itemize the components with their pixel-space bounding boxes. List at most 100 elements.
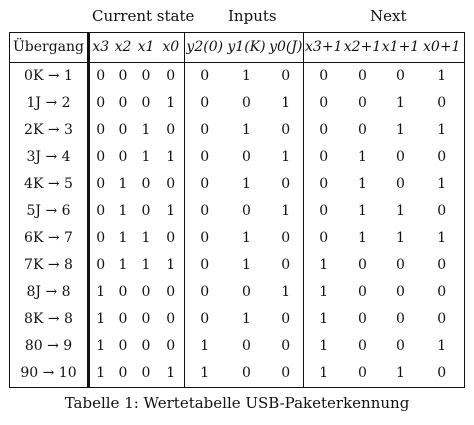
column-header: x3: [88, 32, 112, 63]
bit-cell: 0: [319, 122, 329, 138]
bit-cell: 0: [200, 122, 210, 138]
bit-cell: 1: [268, 90, 304, 117]
transition-cell: 4K → 5: [9, 171, 90, 198]
bit-cell: 1: [437, 176, 447, 192]
bit-cell: 1: [242, 176, 251, 192]
state-transition-table: Übergang x3 x2 x1 x0 y2(0) y1(K) y0(J) x3+1 x2+1 x…: [9, 32, 465, 388]
bit-cell: 1: [200, 365, 210, 381]
bit-cell: 0: [118, 284, 128, 300]
bit-cell: 1: [396, 122, 405, 138]
bit-cell: 1: [96, 365, 106, 381]
bit-cell: 0: [157, 62, 185, 90]
bit-cell: 0: [437, 203, 447, 219]
bit-cell: 0: [141, 284, 151, 300]
bit-cell: 0: [96, 176, 106, 192]
bit-cell: 1: [157, 144, 185, 171]
bit-cell: 1: [242, 311, 251, 327]
column-header: y2(0): [184, 32, 225, 63]
bit-cell: 1: [268, 144, 304, 171]
bit-cell: 1: [396, 203, 405, 219]
current-state-header: Current state: [92, 7, 195, 25]
table-body: 0K → 1 0 0 0 0 0 1 0 0 0 0 1 1J → 2 0 0 0 1 0 0 1 0 0 1 0 2K → 3…: [9, 62, 465, 388]
next-header: Next: [370, 7, 407, 25]
bit-cell: 0: [319, 95, 329, 111]
bit-cell: 1: [242, 68, 251, 84]
transition-cell: 1J → 2: [9, 90, 90, 117]
bit-cell: 0: [242, 338, 251, 354]
transition-cell: 5J → 6: [9, 198, 90, 225]
bit-cell: 1: [242, 122, 251, 138]
column-header: x0: [157, 32, 185, 63]
bit-cell: 0: [96, 149, 106, 165]
bit-cell: 1: [358, 230, 367, 246]
transition-cell: 8K → 8: [9, 306, 90, 333]
bit-cell: 0: [157, 279, 185, 306]
bit-cell: 0: [437, 365, 447, 381]
bit-cell: 1: [200, 338, 210, 354]
transition-cell: 2K → 3: [9, 117, 90, 144]
bit-cell: 0: [242, 203, 251, 219]
bit-cell: 0: [319, 176, 329, 192]
bit-cell: 1: [268, 279, 304, 306]
bit-cell: 1: [141, 257, 151, 273]
bit-cell: 1: [118, 203, 128, 219]
bit-cell: 0: [268, 62, 304, 90]
bit-cell: 1: [358, 203, 367, 219]
bit-cell: 1: [96, 311, 106, 327]
inputs-header: Inputs: [228, 7, 277, 25]
bit-cell: 0: [319, 68, 329, 84]
bit-cell: 0: [396, 311, 405, 327]
bit-cell: 0: [118, 122, 128, 138]
bit-cell: 0: [319, 149, 329, 165]
bit-cell: 1: [268, 198, 304, 225]
bit-cell: 0: [118, 68, 128, 84]
bit-cell: 0: [157, 333, 185, 360]
bit-cell: 1: [242, 257, 251, 273]
column-header: x3+1: [303, 32, 344, 63]
bit-cell: 0: [268, 360, 304, 388]
bit-cell: 1: [437, 68, 447, 84]
bit-cell: 1: [118, 257, 128, 273]
bit-cell: 1: [437, 122, 447, 138]
transition-cell: 90 → 10: [9, 360, 90, 388]
bit-cell: 0: [242, 284, 251, 300]
bit-cell: 0: [96, 95, 106, 111]
bit-cell: 1: [96, 284, 106, 300]
bit-cell: 0: [358, 122, 367, 138]
bit-cell: 1: [141, 230, 151, 246]
bit-cell: 0: [200, 257, 210, 273]
transition-cell: 6K → 7: [9, 225, 90, 252]
bit-cell: 1: [242, 230, 251, 246]
bit-cell: 1: [157, 90, 185, 117]
bit-cell: 0: [268, 171, 304, 198]
bit-cell: 1: [319, 284, 329, 300]
bit-cell: 0: [268, 333, 304, 360]
bit-cell: 0: [437, 149, 447, 165]
bit-cell: 0: [437, 311, 447, 327]
transition-cell: 7K → 8: [9, 252, 90, 279]
bit-cell: 1: [96, 338, 106, 354]
bit-cell: 0: [396, 176, 405, 192]
table-header-row: Übergang x3 x2 x1 x0 y2(0) y1(K) y0(J) x3+1 x2+1 x…: [9, 32, 465, 63]
bit-cell: 0: [157, 306, 185, 333]
bit-cell: 1: [396, 95, 405, 111]
column-header: x0+1: [419, 32, 465, 63]
transition-cell: 8J → 8: [9, 279, 90, 306]
bit-cell: 1: [118, 230, 128, 246]
bit-cell: 0: [118, 311, 128, 327]
bit-cell: 0: [319, 203, 329, 219]
bit-cell: 0: [268, 225, 304, 252]
bit-cell: 1: [157, 360, 185, 388]
bit-cell: 0: [437, 284, 447, 300]
column-header: y0(J): [268, 32, 304, 63]
bit-cell: 0: [396, 338, 405, 354]
column-header: x2+1: [343, 32, 382, 63]
bit-cell: 0: [358, 68, 367, 84]
bit-cell: 1: [319, 311, 329, 327]
bit-cell: 1: [358, 176, 367, 192]
